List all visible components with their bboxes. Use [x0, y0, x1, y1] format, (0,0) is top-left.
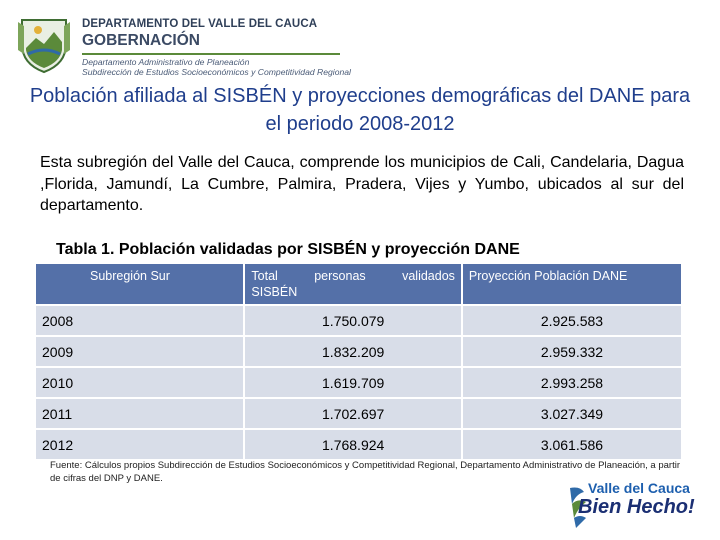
header-projection-dane: Proyección Población DANE	[462, 264, 681, 304]
table-row: 2009 1.832.209 2.959.332	[36, 337, 681, 366]
logo-line-2: Bien Hecho!	[578, 496, 695, 518]
office-name: Departamento Administrativo de Planeació…	[82, 57, 250, 67]
table-caption: Tabla 1. Población validadas por SISBÉN …	[56, 241, 520, 258]
table-row: 2010 1.619.709 2.993.258	[36, 368, 681, 397]
intro-paragraph: Esta subregión del Valle del Cauca, comp…	[40, 154, 684, 214]
table-header-row: Subregión Sur Total personas validados S…	[36, 264, 681, 304]
header-total-sisben: Total personas validados SISBÉN	[245, 264, 461, 304]
cell-dane: 2.959.332	[462, 337, 681, 366]
table-row: 2011 1.702.697 3.027.349	[36, 399, 681, 428]
table-row: 2012 1.768.924 3.061.586	[36, 430, 681, 459]
cell-sisben: 1.702.697	[245, 399, 461, 428]
government-name: GOBERNACIÓN	[82, 32, 200, 49]
cell-dane: 2.993.258	[462, 368, 681, 397]
page-title: Población afiliada al SISBÉN y proyeccio…	[29, 85, 691, 135]
valle-logo: Valle del Cauca Bien Hecho!	[562, 478, 712, 536]
header: DEPARTAMENTO DEL VALLE DEL CAUCA GOBERNA…	[14, 12, 351, 77]
subdirectorate-name: Subdirección de Estudios Socioeconómicos…	[82, 67, 351, 77]
valle-flag-logo-icon	[570, 487, 586, 528]
header-subregion: Subregión Sur	[36, 264, 244, 304]
logo-line-1: Valle del Cauca	[588, 480, 690, 496]
cell-dane: 2.925.583	[462, 306, 681, 335]
cell-dane: 3.061.586	[462, 430, 681, 459]
source-note: Fuente: Cálculos propios Subdirección de…	[50, 460, 680, 484]
table-row: 2008 1.750.079 2.925.583	[36, 306, 681, 335]
cell-sisben: 1.750.079	[245, 306, 461, 335]
department-name: DEPARTAMENTO DEL VALLE DEL CAUCA	[82, 18, 318, 30]
cell-year: 2011	[36, 399, 244, 428]
cell-sisben: 1.768.924	[245, 430, 461, 459]
cell-year: 2012	[36, 430, 244, 459]
header-rule	[82, 53, 340, 55]
cell-year: 2009	[36, 337, 244, 366]
cell-dane: 3.027.349	[462, 399, 681, 428]
cell-year: 2010	[36, 368, 244, 397]
cell-sisben: 1.619.709	[245, 368, 461, 397]
population-table: Subregión Sur Total personas validados S…	[34, 262, 683, 461]
cell-year: 2008	[36, 306, 244, 335]
department-seal-icon	[18, 19, 70, 74]
cell-sisben: 1.832.209	[245, 337, 461, 366]
